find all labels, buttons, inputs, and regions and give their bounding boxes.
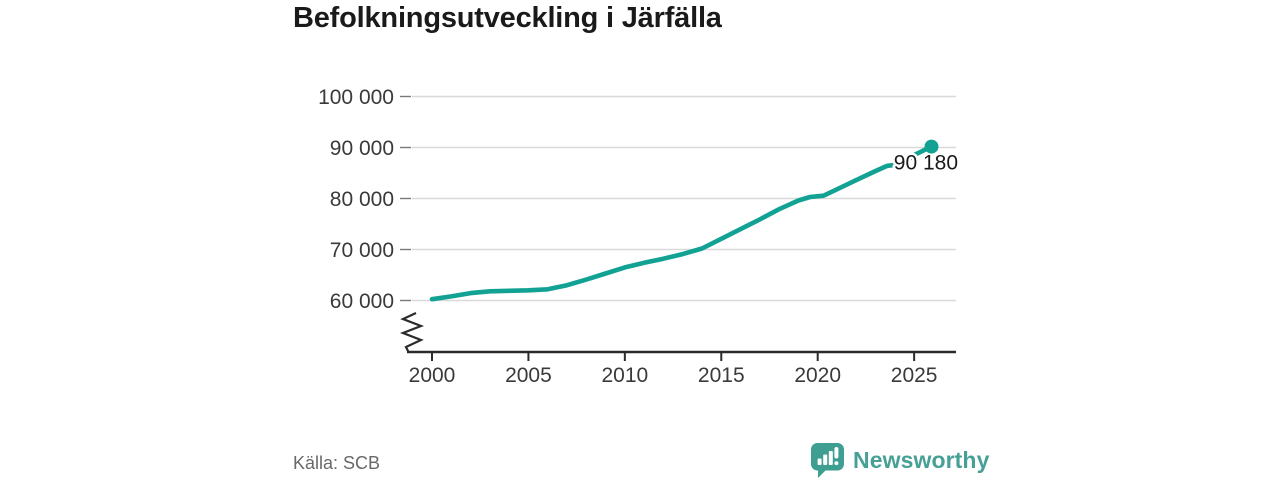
page-title: Befolkningsutveckling i Järfälla (293, 2, 722, 34)
x-axis-label: 2010 (601, 364, 648, 387)
x-axis-label: 2000 (409, 364, 456, 387)
logo-text: Newsworthy (853, 447, 990, 473)
y-axis-break-icon (399, 312, 425, 353)
y-axis-label: 90 000 (330, 137, 394, 160)
y-axis-label: 60 000 (330, 290, 394, 313)
x-axis-label: 2025 (891, 364, 938, 387)
x-axis-label: 2015 (698, 364, 745, 387)
end-point-dot (924, 139, 939, 154)
source-note: Källa: SCB (293, 453, 381, 473)
population-line (429, 144, 934, 302)
population-line-chart: 60 000 70 000 80 000 90 000 100 000 2000 2005 2… (318, 86, 958, 387)
end-value-label: 90 180 (894, 152, 958, 175)
x-axis-label: 2020 (794, 364, 841, 387)
x-axis-label: 2005 (505, 364, 552, 387)
y-axis-label: 70 000 (330, 239, 394, 262)
y-axis-label: 100 000 (318, 86, 394, 109)
newsworthy-speech-bubble-chart-icon (811, 443, 844, 478)
newsworthy-logo: Newsworthy (810, 442, 989, 479)
y-axis-label: 80 000 (330, 188, 394, 211)
